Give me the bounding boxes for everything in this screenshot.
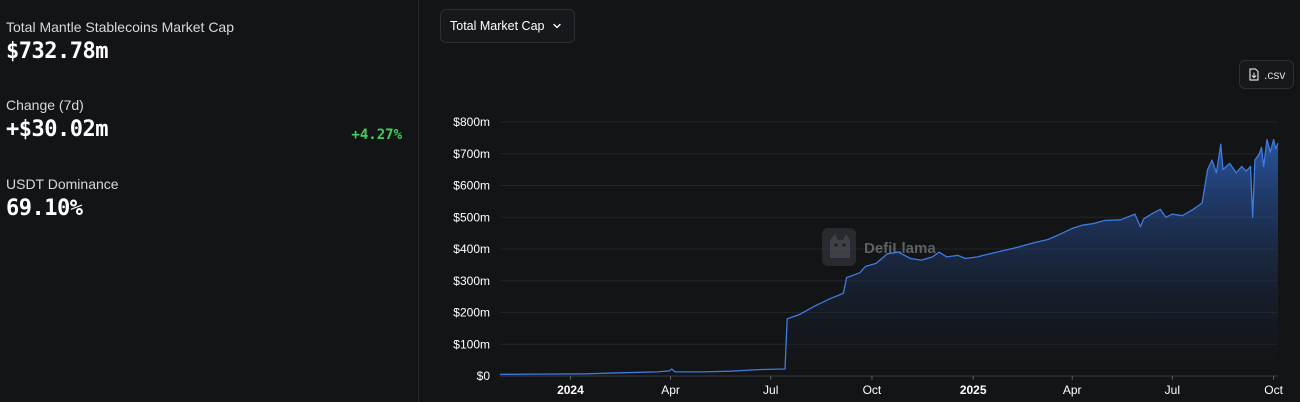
defillama-logo-icon [822,228,856,266]
change-stat: Change (7d) +$30.02m +4.27% [6,96,402,143]
metric-select-label: Total Market Cap [450,19,545,33]
change-value: +$30.02m [6,117,108,142]
y-tick-label: $300m [453,274,490,288]
x-tick-label: 2024 [557,383,584,397]
x-tick-label: Oct [863,383,882,397]
y-tick-label: $100m [453,337,490,351]
summary-panel: Total Mantle Stablecoins Market Cap $732… [0,0,419,402]
chart-panel: Total Market Cap .csv $0 $100m $200m $300m $… [427,0,1300,402]
chevron-down-icon [553,23,562,29]
watermark-text: DefiLlama [864,240,936,257]
market-cap-value: $732.78m [6,39,108,64]
x-axis: 2024 Apr Jul Oct 2025 Apr Jul Oct [500,375,1284,397]
y-tick-label: $800m [453,115,490,129]
y-tick-label: $600m [453,179,490,193]
y-tick-label: $0 [477,369,491,383]
series-line [499,138,1279,376]
dominance-value: 69.10% [6,196,83,221]
csv-label: .csv [1264,67,1286,82]
x-tick-label: Jul [1165,383,1180,397]
x-tick-label: Apr [1063,383,1082,397]
y-axis: $0 $100m $200m $300m $400m $500m $600m $700m $80… [453,115,490,383]
x-tick-label: 2025 [960,383,987,397]
csv-download-button[interactable]: .csv [1239,60,1295,89]
metric-select[interactable]: Total Market Cap [440,9,576,43]
market-cap-label: Total Mantle Stablecoins Market Cap [6,19,234,35]
change-percent: +4.27% [351,127,402,143]
dominance-stat: USDT Dominance 69.10% [6,175,119,222]
defillama-watermark: DefiLlama [822,228,936,266]
x-tick-label: Jul [763,383,778,397]
y-tick-label: $500m [453,210,490,224]
dominance-label: USDT Dominance [6,176,119,192]
change-label: Change (7d) [6,97,84,113]
x-tick-label: Apr [661,383,680,397]
y-tick-label: $200m [453,306,490,320]
market-cap-stat: Total Mantle Stablecoins Market Cap $732… [6,18,234,65]
x-tick-label: Oct [1264,383,1283,397]
y-tick-label: $400m [453,242,490,256]
area-fill [500,139,1278,376]
market-cap-chart: $0 $100m $200m $300m $400m $500m $600m $700m $80… [453,115,1284,397]
file-download-icon [1249,68,1259,81]
y-tick-label: $700m [453,147,490,161]
